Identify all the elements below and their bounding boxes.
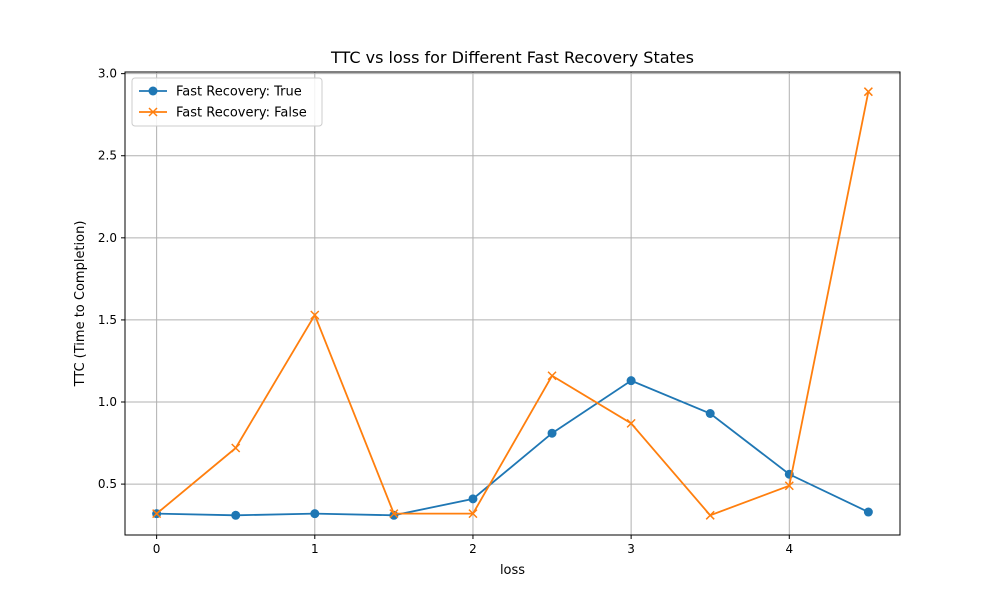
series-line [156,379,869,517]
data-point [863,87,873,97]
data-point [705,510,715,520]
legend: Fast Recovery: True Fast Recovery: False [131,77,323,127]
legend-box [131,77,323,127]
series-group [152,87,873,520]
data-point [310,509,320,519]
x-tick-label: 2 [469,542,477,556]
x-tick-label: 4 [785,542,793,556]
x-axis-label: loss [500,563,525,578]
data-point [310,310,320,320]
data-point [547,428,557,438]
x-tick-label: 1 [311,542,319,556]
y-tick-label: 3.0 [98,67,117,81]
y-axis-label: TTC (Time to Completion) [73,221,88,388]
chart-title: TTC vs loss for Different Fast Recovery … [330,48,694,67]
legend-marker [148,86,158,96]
series-fast-recovery-false [152,87,873,520]
data-point [863,507,873,517]
data-point [468,494,478,504]
grid [125,72,900,535]
data-point [389,509,399,519]
data-point [547,371,557,381]
data-point [626,418,636,428]
series-line [156,91,870,517]
legend-label: Fast Recovery: True [176,85,302,100]
y-tick-label: 0.5 [98,477,117,491]
data-point [705,409,715,419]
plot-frame [124,71,901,536]
legend-label: Fast Recovery: False [176,106,307,121]
data-point [784,481,794,491]
data-point [231,443,241,453]
legend-entry: Fast Recovery: True [139,85,302,100]
x-tick-label: 3 [627,542,635,556]
axes: 0 1 2 3 4 0.5 1.0 1.5 2.0 2.5 3.0 [98,67,793,556]
legend-marker [148,107,158,117]
y-tick-label: 2.5 [98,149,117,163]
data-point [468,509,478,519]
data-point [152,509,162,519]
y-tick-label: 1.5 [98,313,117,327]
x-tick-label: 0 [153,542,161,556]
legend-entry: Fast Recovery: False [139,106,307,121]
y-tick-label: 2.0 [98,231,117,245]
data-point [626,376,636,386]
series-fast-recovery-true [152,376,873,520]
data-point [231,510,241,520]
y-tick-label: 1.0 [98,395,117,409]
